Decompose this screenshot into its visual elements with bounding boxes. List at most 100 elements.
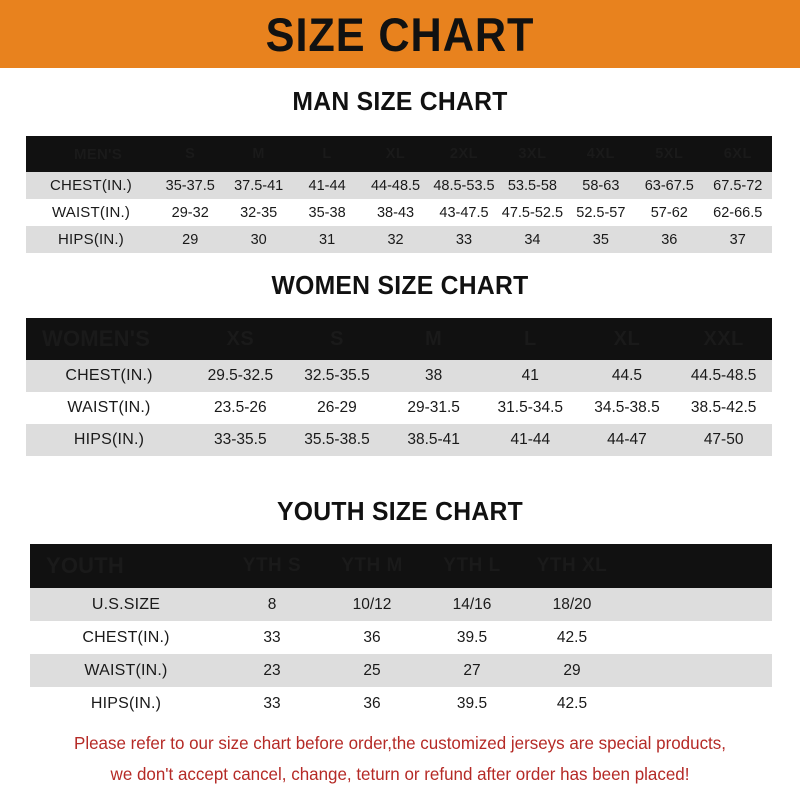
men-col-4xl: 4XL <box>586 146 615 162</box>
youth-chest-xl: 42.5 <box>556 628 588 646</box>
women-waist-l: 31.5-34.5 <box>497 399 564 416</box>
women-chest-s: 32.5-35.5 <box>304 367 370 384</box>
women-waist-s: 26-29 <box>317 399 357 416</box>
youth-ussize-s: 8 <box>267 595 277 613</box>
table-row: U.S.SIZE 8 10/12 14/16 18/20 <box>30 588 772 621</box>
men-col-5xl: 5XL <box>655 146 684 162</box>
men-waist-2xl: 43-47.5 <box>439 204 489 221</box>
men-hips-6xl: 37 <box>729 231 746 248</box>
men-chest-xl: 44-48.5 <box>370 177 421 194</box>
men-col-xl: XL <box>385 146 406 162</box>
men-waist-6xl: 62-66.5 <box>713 204 763 221</box>
men-col-3xl: 3XL <box>518 146 547 162</box>
youth-waist-s: 23 <box>263 661 281 679</box>
men-size-table: MEN'S S M L XL 2XL 3XL 4XL 5XL 6XL CHEST… <box>26 136 772 253</box>
youth-row-label-chest: CHEST(IN.) <box>82 628 170 646</box>
men-row-label-chest: CHEST(IN.) <box>50 177 132 194</box>
youth-ussize-m: 10/12 <box>352 595 392 613</box>
women-col-m: M <box>425 327 443 350</box>
women-chest-xl: 44.5 <box>611 367 643 384</box>
table-row: CHEST(IN.) 33 36 39.5 42.5 <box>30 621 772 654</box>
men-hips-5xl: 36 <box>661 231 678 248</box>
table-row: WAIST(IN.) 29-32 32-35 35-38 38-43 43-47… <box>26 199 772 226</box>
men-chest-s: 35-37.5 <box>165 177 215 194</box>
footer-disclaimer: Please refer to our size chart before or… <box>12 728 788 790</box>
youth-col-l: YTH L <box>443 555 501 576</box>
men-row-label-waist: WAIST(IN.) <box>51 204 131 221</box>
table-row: HIPS(IN.) 33 36 39.5 42.5 <box>30 687 772 720</box>
women-header-label: WOMEN'S <box>42 326 151 351</box>
men-waist-5xl: 57-62 <box>650 204 688 221</box>
women-col-l: L <box>523 327 537 350</box>
men-waist-xl: 38-43 <box>376 204 415 221</box>
youth-size-table: YOUTH YTH S YTH M YTH L YTH XL U.S.SIZE … <box>30 544 772 720</box>
women-hips-m: 38.5-41 <box>407 431 460 448</box>
youth-waist-l: 27 <box>463 661 481 679</box>
men-waist-3xl: 47.5-52.5 <box>501 204 564 221</box>
men-hips-m: 30 <box>250 231 267 248</box>
youth-header-label: YOUTH <box>46 553 124 578</box>
men-waist-m: 32-35 <box>240 204 278 221</box>
youth-spacer-cell <box>622 654 772 687</box>
men-chest-3xl: 53.5-58 <box>507 177 557 194</box>
youth-row-label-waist: WAIST(IN.) <box>84 661 168 679</box>
youth-spacer-cell <box>622 588 772 621</box>
women-chest-m: 38 <box>425 367 443 384</box>
women-hips-xxl: 47-50 <box>703 431 744 448</box>
youth-hips-xl: 42.5 <box>556 694 588 712</box>
women-hips-s: 35.5-38.5 <box>304 431 370 448</box>
youth-waist-xl: 29 <box>563 661 581 679</box>
men-chest-l: 41-44 <box>308 177 346 194</box>
women-col-xl: XL <box>613 327 641 350</box>
men-chest-5xl: 63-67.5 <box>644 177 694 194</box>
men-col-6xl: 6XL <box>723 146 752 162</box>
women-row-label-chest: CHEST(IN.) <box>65 367 153 384</box>
youth-ussize-l: 14/16 <box>452 595 492 613</box>
youth-hips-s: 33 <box>263 694 281 712</box>
table-header-row: WOMEN'S XS S M L XL XXL <box>26 318 772 360</box>
table-row: CHEST(IN.) 29.5-32.5 32.5-35.5 38 41 44.… <box>26 360 772 392</box>
men-hips-s: 29 <box>182 231 199 248</box>
table-row: CHEST(IN.) 35-37.5 37.5-41 41-44 44-48.5… <box>26 172 772 199</box>
women-waist-xs: 23.5-26 <box>214 399 267 416</box>
women-col-s: S <box>330 327 344 350</box>
women-row-label-hips: HIPS(IN.) <box>73 431 145 448</box>
men-chest-2xl: 48.5-53.5 <box>433 177 495 194</box>
women-col-xxl: XXL <box>703 327 744 350</box>
men-waist-l: 35-38 <box>308 204 346 221</box>
page-title: SIZE CHART <box>265 7 535 61</box>
men-header-label: MEN'S <box>74 145 122 163</box>
men-col-2xl: 2XL <box>449 146 479 162</box>
youth-spacer-cell <box>622 687 772 720</box>
men-hips-4xl: 35 <box>592 231 609 248</box>
men-chest-4xl: 58-63 <box>582 177 620 194</box>
women-col-xs: XS <box>226 327 255 350</box>
youth-section-title: YOUTH SIZE CHART <box>276 496 524 526</box>
men-col-m: M <box>252 146 265 162</box>
women-chest-xxl: 44.5-48.5 <box>690 367 757 384</box>
men-chest-m: 37.5-41 <box>234 177 284 194</box>
youth-hips-l: 39.5 <box>456 694 488 712</box>
women-size-table: WOMEN'S XS S M L XL XXL CHEST(IN.) 29.5-… <box>26 318 772 456</box>
men-row-label-hips: HIPS(IN.) <box>58 231 124 248</box>
youth-spacer-cell <box>622 544 772 588</box>
women-hips-l: 41-44 <box>510 431 551 448</box>
footer-disclaimer-line-1: Please refer to our size chart before or… <box>74 733 726 753</box>
women-row-label-waist: WAIST(IN.) <box>67 399 151 416</box>
men-waist-s: 29-32 <box>171 204 209 221</box>
women-hips-xl: 44-47 <box>607 431 647 448</box>
men-chest-6xl: 67.5-72 <box>713 177 763 194</box>
page-banner: SIZE CHART <box>0 0 800 68</box>
youth-hips-m: 36 <box>363 694 381 712</box>
footer-disclaimer-line-2: we don't accept cancel, change, teturn o… <box>110 764 690 784</box>
youth-chest-m: 36 <box>363 628 381 646</box>
table-row: WAIST(IN.) 23 25 27 29 <box>30 654 772 687</box>
men-hips-2xl: 33 <box>455 231 473 248</box>
youth-col-m: YTH M <box>341 555 403 576</box>
youth-spacer-cell <box>622 621 772 654</box>
youth-col-xl: YTH XL <box>536 555 608 576</box>
youth-col-s: YTH S <box>242 555 302 576</box>
women-section-title: WOMEN SIZE CHART <box>271 270 529 300</box>
men-hips-xl: 32 <box>387 231 404 248</box>
women-waist-xxl: 38.5-42.5 <box>690 399 757 416</box>
